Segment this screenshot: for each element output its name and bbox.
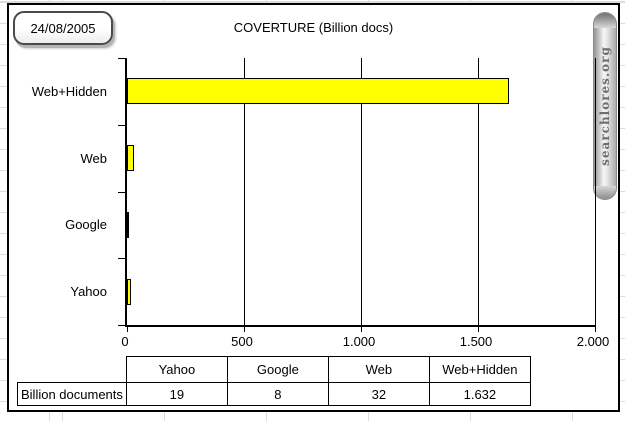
bar-web [127, 145, 135, 172]
band-google [127, 192, 595, 259]
band-web-hidden [127, 58, 595, 125]
x-tick-500 [244, 325, 245, 332]
bar-google [127, 211, 129, 238]
gridline-1000 [361, 58, 362, 325]
gridline-500 [244, 58, 245, 325]
y-tick-1 [118, 124, 127, 126]
band-yahoo [127, 258, 595, 325]
chart-frame: 24/08/2005 COVERTURE (Billion docs) Web+… [7, 3, 620, 412]
table-row-label: Billion documents [17, 382, 127, 406]
x-tick-0 [127, 325, 128, 332]
category-label-web-hidden: Web+Hidden [31, 83, 107, 99]
x-axis-label-1500: 1.500 [459, 334, 493, 349]
x-axis-label-500: 500 [231, 334, 253, 349]
date-label: 24/08/2005 [30, 20, 96, 36]
bar-web-hidden [127, 78, 509, 105]
table-value-yahoo: 19 [125, 382, 228, 406]
searchlores-banner[interactable]: searchlores.org [593, 12, 617, 200]
category-label-web: Web [80, 150, 108, 166]
chart-title: COVERTURE (Billion docs) [233, 20, 394, 35]
y-tick-3 [118, 258, 127, 260]
x-tick-1000 [361, 325, 362, 332]
plot-area [118, 58, 596, 332]
x-axis-label-2000: 2.000 [576, 334, 610, 349]
table-header-google: Google [226, 356, 329, 383]
table-value-google: 8 [226, 382, 329, 406]
x-axis-label-1000: 1.000 [342, 334, 376, 349]
y-tick-4 [118, 325, 127, 326]
table-value-web-hidden: 1.632 [428, 382, 531, 406]
x-tick-2000 [595, 325, 596, 332]
date-button[interactable]: 24/08/2005 [13, 11, 113, 45]
table-blank-cell [18, 357, 127, 383]
x-axis-label-0: 0 [121, 334, 129, 349]
x-axis-labels: 0 500 1.000 1.500 2.000 [121, 334, 609, 350]
band-web [127, 125, 595, 192]
bars-container [127, 58, 595, 325]
table-header-yahoo: Yahoo [125, 356, 228, 383]
y-tick-2 [118, 191, 127, 193]
table-value-web: 32 [327, 382, 430, 406]
data-table: Yahoo Google Web Web+Hidden Billion docu… [17, 356, 531, 406]
category-label-google: Google [65, 217, 107, 233]
bar-yahoo [127, 278, 132, 305]
gridline-1500 [478, 58, 479, 325]
x-tick-1500 [478, 325, 479, 332]
searchlores-banner-label: searchlores.org [598, 46, 612, 166]
y-tick-0 [118, 58, 127, 59]
category-axis-labels: Web+Hidden Web Google Yahoo [9, 58, 116, 325]
gridline-2000 [595, 58, 596, 325]
category-label-yahoo: Yahoo [70, 284, 107, 300]
table-header-web: Web [327, 356, 430, 383]
table-header-web-hidden: Web+Hidden [428, 356, 531, 383]
